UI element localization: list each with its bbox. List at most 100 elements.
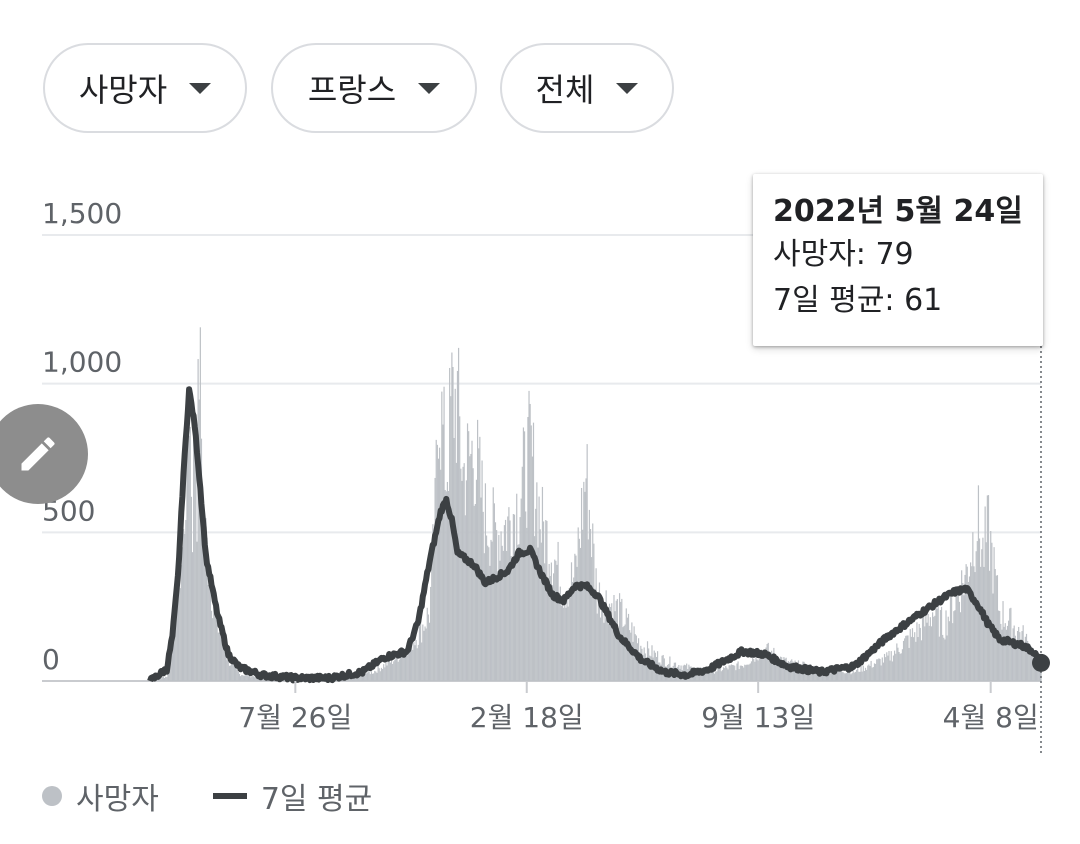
deaths-bar (775, 659, 777, 681)
deaths-bar (624, 624, 626, 681)
deaths-bar (365, 673, 367, 681)
deaths-bar (934, 615, 936, 681)
deaths-bar (970, 562, 972, 681)
deaths-bar (442, 424, 444, 681)
metric-dropdown[interactable]: 사망자 (43, 43, 247, 133)
deaths-bar (925, 610, 927, 681)
deaths-bar (984, 506, 986, 681)
deaths-bar (764, 656, 766, 681)
deaths-bar (242, 675, 244, 681)
deaths-bar (509, 520, 511, 681)
deaths-bar (226, 660, 228, 681)
deaths-bar (572, 581, 574, 681)
deaths-bar (198, 399, 200, 681)
deaths-bar (872, 667, 874, 681)
deaths-bar (706, 669, 708, 681)
legend-line-swatch (212, 793, 247, 799)
deaths-bar (776, 656, 778, 681)
deaths-bar (586, 444, 588, 681)
deaths-bar (1005, 629, 1007, 681)
deaths-bar (727, 669, 729, 681)
deaths-bar (1031, 654, 1033, 681)
deaths-bar (432, 524, 434, 681)
deaths-bar (1012, 628, 1014, 681)
deaths-bar (718, 666, 720, 681)
deaths-bar (393, 661, 395, 681)
deaths-bar (863, 670, 866, 681)
deaths-bar (473, 505, 475, 681)
deaths-bar (385, 661, 387, 681)
deaths-bar (871, 667, 873, 681)
deaths-bar (1003, 626, 1005, 681)
deaths-bar (182, 528, 185, 681)
deaths-bar (955, 592, 957, 681)
deaths-bar (641, 648, 643, 681)
deaths-bar (986, 495, 988, 681)
deaths-bar (958, 601, 961, 681)
deaths-bar (985, 542, 987, 681)
range-dropdown[interactable]: 전체 (500, 43, 674, 133)
deaths-bar (838, 670, 840, 681)
deaths-bar (201, 508, 204, 681)
edit-button[interactable] (0, 404, 88, 504)
metric-dropdown-label: 사망자 (78, 71, 168, 109)
deaths-bar (719, 667, 721, 681)
deaths-bar (763, 649, 765, 681)
deaths-bar (793, 664, 795, 681)
deaths-bar (427, 614, 430, 681)
chart-legend: 사망자 7일 평균 (42, 772, 372, 820)
deaths-bar (936, 608, 938, 681)
deaths-bar (515, 557, 517, 681)
deaths-bar (371, 673, 374, 681)
deaths-bar (535, 508, 537, 681)
deaths-bar (904, 638, 906, 681)
y-tick-label: 1,500 (42, 197, 122, 230)
deaths-bar (407, 640, 409, 681)
country-dropdown[interactable]: 프랑스 (271, 43, 477, 133)
deaths-bar (997, 610, 1000, 681)
deaths-bar (568, 588, 570, 681)
deaths-bar (416, 648, 418, 681)
deaths-bar (464, 515, 466, 681)
deaths-bar (762, 653, 764, 681)
deaths-bar (575, 555, 577, 681)
deaths-bar (386, 665, 388, 681)
deaths-bar (396, 655, 398, 681)
deaths-bar (1018, 626, 1020, 681)
deaths-bar (210, 610, 213, 681)
deaths-bar (411, 632, 413, 681)
deaths-bar (200, 438, 203, 681)
deaths-bar (945, 610, 947, 681)
deaths-bar (191, 552, 194, 681)
deaths-bar (433, 547, 435, 681)
deaths-bar (595, 568, 597, 681)
deaths-bar (883, 653, 886, 681)
deaths-bar (606, 610, 608, 681)
deaths-bar (578, 538, 580, 681)
deaths-bar (975, 551, 977, 681)
deaths-bar (887, 655, 889, 681)
deaths-bar (536, 482, 538, 681)
deaths-bar (843, 673, 845, 681)
deaths-bar (440, 469, 442, 681)
deaths-bar (899, 653, 901, 681)
deaths-bar (368, 671, 370, 681)
deaths-bar (823, 672, 825, 681)
deaths-bar (205, 518, 207, 681)
deaths-bar (949, 592, 952, 681)
deaths-bar (208, 587, 210, 681)
deaths-bar (253, 676, 255, 681)
deaths-bar (736, 663, 738, 681)
deaths-bar (209, 581, 212, 681)
deaths-bar (492, 487, 494, 681)
deaths-bar (974, 572, 976, 681)
deaths-bar (604, 602, 606, 681)
deaths-bar (748, 664, 750, 681)
deaths-bar (508, 507, 510, 681)
deaths-bar (918, 623, 920, 681)
deaths-bar (238, 673, 241, 681)
deaths-bar (480, 497, 482, 681)
deaths-bar (161, 677, 163, 681)
deaths-bar (940, 606, 943, 681)
